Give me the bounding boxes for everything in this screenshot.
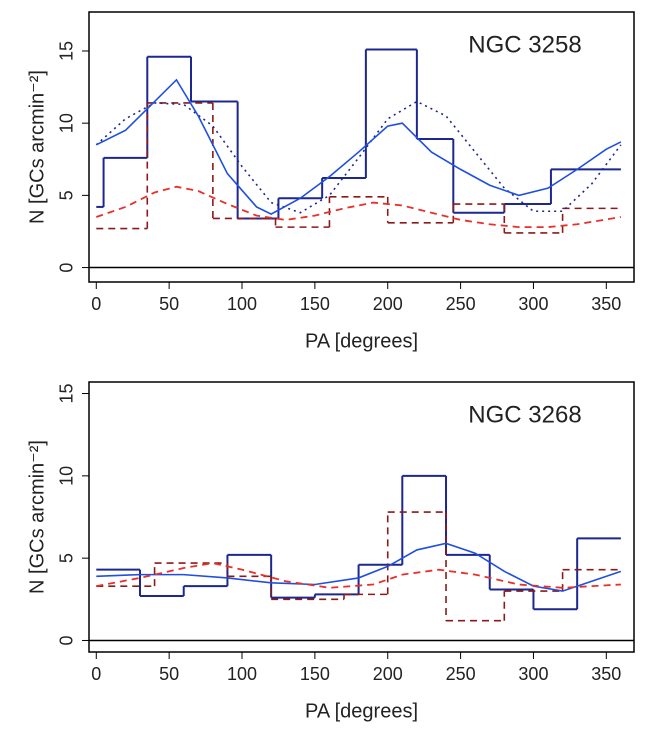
x-tick-label: 0 <box>91 664 101 684</box>
y-tick-label: 15 <box>57 41 77 61</box>
y-tick-label: 10 <box>57 113 77 133</box>
y-tick-label: 5 <box>57 190 77 200</box>
x-tick-label: 350 <box>591 294 621 314</box>
x-tick-label: 50 <box>159 664 179 684</box>
x-tick-label: 350 <box>591 664 621 684</box>
x-tick-label: 300 <box>518 294 548 314</box>
y-axis-label: N [GCs arcmin⁻²] <box>26 440 48 594</box>
x-tick-label: 250 <box>446 294 476 314</box>
curve <box>95 185 622 229</box>
y-tick-label: 10 <box>57 466 77 486</box>
x-tick-label: 300 <box>518 664 548 684</box>
y-tick-label: 0 <box>57 263 77 273</box>
panel-title: NGC 3258 <box>468 31 581 58</box>
x-tick-label: 150 <box>300 294 330 314</box>
y-tick-label: 5 <box>57 553 77 563</box>
plot-frame <box>88 11 635 283</box>
curve <box>96 562 621 589</box>
plot-frame <box>88 381 635 653</box>
curve <box>96 542 622 592</box>
y-axis-label: N [GCs arcmin⁻²] <box>26 70 48 224</box>
x-axis-label: PA [degrees] <box>305 330 418 352</box>
x-tick-label: 100 <box>227 294 257 314</box>
y-tick-label: 15 <box>57 384 77 404</box>
x-tick-label: 200 <box>373 294 403 314</box>
x-tick-label: 250 <box>446 664 476 684</box>
x-axis-label: PA [degrees] <box>305 700 418 722</box>
x-tick-label: 150 <box>300 664 330 684</box>
x-tick-label: 50 <box>159 294 179 314</box>
curve <box>95 78 622 216</box>
panel-title: NGC 3268 <box>468 401 581 428</box>
x-tick-label: 200 <box>373 664 403 684</box>
x-tick-label: 100 <box>227 664 257 684</box>
x-tick-label: 0 <box>91 294 101 314</box>
y-tick-label: 0 <box>57 635 77 645</box>
